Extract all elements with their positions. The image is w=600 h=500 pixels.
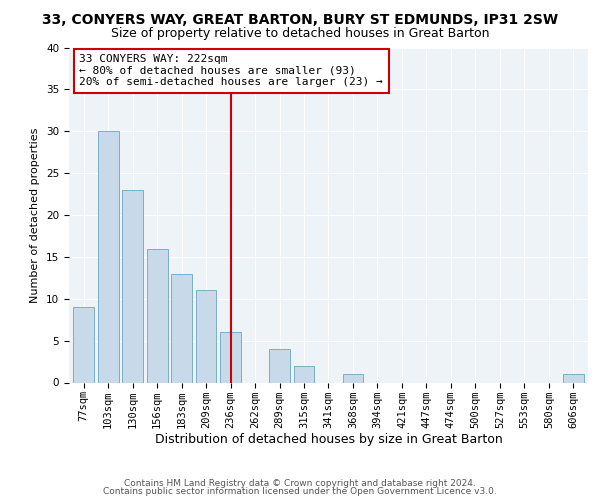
Text: Contains public sector information licensed under the Open Government Licence v3: Contains public sector information licen… [103, 487, 497, 496]
X-axis label: Distribution of detached houses by size in Great Barton: Distribution of detached houses by size … [155, 433, 502, 446]
Bar [293, 366, 314, 382]
Bar [73, 307, 94, 382]
Bar [98, 131, 119, 382]
Bar [220, 332, 241, 382]
Y-axis label: Number of detached properties: Number of detached properties [31, 128, 40, 302]
Text: Size of property relative to detached houses in Great Barton: Size of property relative to detached ho… [111, 28, 489, 40]
Bar [269, 349, 290, 382]
Bar [196, 290, 217, 382]
Bar [563, 374, 584, 382]
Bar [147, 248, 167, 382]
Text: 33, CONYERS WAY, GREAT BARTON, BURY ST EDMUNDS, IP31 2SW: 33, CONYERS WAY, GREAT BARTON, BURY ST E… [42, 12, 558, 26]
Bar [343, 374, 364, 382]
Text: 33 CONYERS WAY: 222sqm
← 80% of detached houses are smaller (93)
20% of semi-det: 33 CONYERS WAY: 222sqm ← 80% of detached… [79, 54, 383, 88]
Bar [122, 190, 143, 382]
Text: Contains HM Land Registry data © Crown copyright and database right 2024.: Contains HM Land Registry data © Crown c… [124, 478, 476, 488]
Bar [171, 274, 192, 382]
